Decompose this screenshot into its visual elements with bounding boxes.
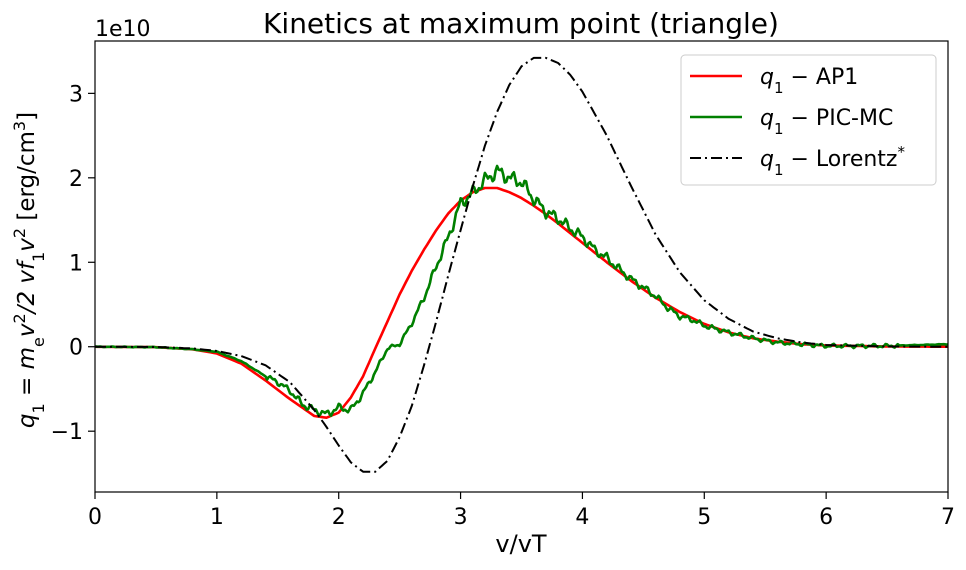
x-axis-label: v/vT <box>495 530 546 558</box>
series-line-1 <box>95 186 948 419</box>
series-line-3 <box>95 56 948 473</box>
y-tick-label: 1 <box>69 251 83 276</box>
x-tick-label: 4 <box>575 505 589 530</box>
x-tick-label: 5 <box>697 505 711 530</box>
x-tick-label: 1 <box>210 505 224 530</box>
x-tick-label: 6 <box>819 505 833 530</box>
x-tick-label: 0 <box>88 505 102 530</box>
x-tick-label: 2 <box>332 505 346 530</box>
legend-entry-3: q1 − Lorentz* <box>760 143 905 179</box>
series-line-2 <box>95 164 948 418</box>
x-tick-label: 7 <box>941 505 955 530</box>
axes-frame <box>94 40 949 493</box>
axes: 0 1 2 3 4 5 6 7 −1 0 1 2 3 <box>51 40 955 530</box>
chart-title: Kinetics at maximum point (triangle) <box>263 7 779 40</box>
legend-entry-2: q1 − PIC-MC <box>760 106 893 138</box>
legend-box <box>680 54 937 186</box>
x-tick-label: 3 <box>454 505 468 530</box>
y-tick-label: −1 <box>51 420 83 445</box>
y-tick-label: 3 <box>69 82 83 107</box>
plot-area <box>95 56 948 473</box>
legend-entry-1: q1 − AP1 <box>760 65 858 97</box>
legend: q1 − AP1 q1 − PIC-MC q1 − Lorentz* <box>680 54 937 186</box>
y-tick-label: 2 <box>69 167 83 192</box>
y-tick-label: 0 <box>69 336 83 361</box>
y-axis-label: q1 = mev2/2 vf1v2 [erg/cm3] <box>10 112 48 428</box>
y-axis-multiplier: 1e10 <box>95 17 151 42</box>
